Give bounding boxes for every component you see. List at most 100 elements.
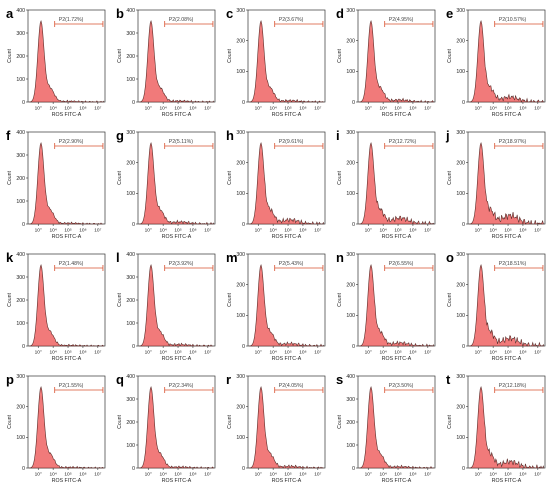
panel-letter: i [336,128,340,143]
y-tick-label: 300 [346,252,355,258]
y-axis-label: Count [337,293,343,307]
x-tick-label: 10⁵ [284,350,291,356]
histogram-area [139,141,214,225]
x-tick-label: 10⁴ [159,472,166,478]
x-tick-label: 10⁶ [299,472,306,478]
y-axis-label: Count [227,49,233,63]
x-tick-label: 10⁴ [49,228,56,234]
histogram-plot: P2(4.95%) 0 100 200 300 Count 10° 10⁴ 10⁵ 10⁶ 10⁷ R… [337,8,436,118]
y-tick-label: 300 [126,275,135,281]
x-tick-label: 10° [475,228,482,234]
x-axis-label: ROS FITC-A [272,234,302,240]
histogram-panel-t: P2(12.18%) 0 100 200 300 Count 10° 10⁴ 10⁵ 10⁶ 10⁷… [442,368,550,486]
y-tick-label: 300 [346,397,355,403]
x-tick-label: 10° [255,106,262,112]
y-tick-label: 400 [126,252,135,258]
gate-label: P2(12.72%) [389,139,417,145]
histogram-plot: P2(12.18%) 0 100 200 300 Count 10° 10⁴ 10⁵ 10⁶ 10⁷… [447,374,546,484]
y-tick-label: 0 [242,466,245,472]
panel-letter: f [6,128,11,143]
y-axis-label: Count [447,415,453,429]
y-tick-label: 200 [346,38,355,44]
gate-label: P2(3.50%) [389,383,414,389]
y-tick-label: 0 [462,466,465,472]
histogram-plot: P2(5.43%) 0 100 200 300 Count 10° 10⁴ 10⁵ 10⁶ 10⁷ R… [227,252,326,362]
y-tick-label: 200 [236,404,245,410]
x-axis-label: ROS FITC-A [162,234,192,240]
panel-letter: o [446,250,454,265]
gate-label: P2(5.11%) [169,139,193,145]
x-tick-label: 10° [145,472,152,478]
y-axis-label: Count [227,415,233,429]
histogram-area [469,263,544,348]
x-tick-label: 10⁷ [94,106,101,112]
x-axis-label: ROS FITC-A [162,112,192,118]
y-tick-label: 0 [352,344,355,350]
x-tick-label: 10⁴ [379,228,386,234]
x-tick-label: 10° [255,228,262,234]
x-axis-label: ROS FITC-A [52,234,82,240]
x-axis-label: ROS FITC-A [272,356,302,362]
histogram-area [359,385,434,469]
histogram-panel-m: P2(5.43%) 0 100 200 300 Count 10° 10⁴ 10⁵ 10⁶ 10⁷ R… [222,246,330,364]
y-tick-label: 400 [16,8,25,14]
x-tick-label: 10⁵ [174,472,181,478]
histogram-panel-s: P2(3.50%) 0 100 200 300 400 Count 10° 10⁴ 10⁵ 10⁶ 1… [332,368,440,486]
x-tick-label: 10⁵ [174,106,181,112]
x-tick-label: 10° [35,106,42,112]
panel-letter: b [116,6,124,21]
y-tick-label: 0 [132,466,135,472]
y-axis-label: Count [337,49,343,63]
x-tick-label: 10⁷ [204,106,211,112]
x-axis-label: ROS FITC-A [382,356,412,362]
histogram-panel-a: P2(1.72%) 0 100 200 300 400 Count 10° 10⁴ 10⁵ 10⁶ 1… [2,2,110,120]
y-tick-label: 300 [16,374,25,380]
y-tick-label: 100 [16,199,25,205]
y-tick-label: 0 [22,100,25,106]
x-tick-label: 10⁶ [299,106,306,112]
y-tick-label: 300 [456,130,465,136]
x-tick-label: 10⁴ [489,350,496,356]
y-tick-label: 300 [126,130,135,136]
y-tick-label: 100 [236,435,245,441]
x-tick-label: 10⁴ [269,106,276,112]
y-tick-label: 400 [16,130,25,136]
y-tick-label: 200 [346,160,355,166]
histogram-plot: P2(2.90%) 0 100 200 300 400 Count 10° 10⁴ 10⁵ 10⁶ 1… [7,130,106,240]
histogram-panel-r: P2(4.05%) 0 100 200 300 Count 10° 10⁴ 10⁵ 10⁶ 10⁷ R… [222,368,330,486]
gate-label: P2(4.05%) [279,383,304,389]
x-axis-label: ROS FITC-A [492,234,522,240]
histogram-plot: P2(9.61%) 0 100 200 300 Count 10° 10⁴ 10⁵ 10⁶ 10⁷ R… [227,130,326,240]
y-tick-label: 100 [236,313,245,319]
histogram-plot: P2(4.05%) 0 100 200 300 Count 10° 10⁴ 10⁵ 10⁶ 10⁷ R… [227,374,326,484]
y-tick-label: 0 [352,466,355,472]
histogram-panel-p: P2(1.55%) 0 100 200 300 Count 10° 10⁴ 10⁵ 10⁶ 10⁷ R… [2,368,110,486]
x-axis-label: ROS FITC-A [382,234,412,240]
histogram-plot: P2(2.34%) 0 100 200 300 400 Count 10° 10⁴ 10⁵ 10⁶ 1… [117,374,216,484]
x-tick-label: 10⁶ [409,472,416,478]
histogram-area [139,263,214,347]
histogram-plot: P2(1.55%) 0 100 200 300 Count 10° 10⁴ 10⁵ 10⁶ 10⁷ R… [7,374,106,484]
x-tick-label: 10⁶ [519,106,526,112]
y-tick-label: 200 [346,420,355,426]
histogram-panel-e: P2(10.57%) 0 100 200 300 Count 10° 10⁴ 10⁵ 10⁶ 10⁷… [442,2,550,120]
x-tick-label: 10⁵ [174,228,181,234]
y-tick-label: 200 [16,404,25,410]
histogram-plot: P2(10.57%) 0 100 200 300 Count 10° 10⁴ 10⁵ 10⁶ 10⁷… [447,8,546,118]
histogram-area [249,263,324,347]
y-axis-label: Count [7,49,13,63]
histogram-area [29,19,104,103]
histogram-plot: P2(1.48%) 0 100 200 300 400 Count 10° 10⁴ 10⁵ 10⁶ 1… [7,252,106,362]
x-tick-label: 10⁵ [284,228,291,234]
x-tick-label: 10⁵ [394,228,401,234]
x-tick-label: 10⁴ [159,228,166,234]
y-tick-label: 300 [236,374,245,380]
x-tick-label: 10⁷ [94,350,101,356]
histogram-plot: P2(18.97%) 0 100 200 300 Count 10° 10⁴ 10⁵ 10⁶ 10⁷… [447,130,546,240]
x-tick-label: 10⁷ [314,350,321,356]
y-tick-label: 100 [126,77,135,83]
y-tick-label: 0 [462,344,465,350]
panel-letter: a [6,6,14,21]
x-tick-label: 10⁷ [534,350,541,356]
x-tick-label: 10⁷ [424,106,431,112]
